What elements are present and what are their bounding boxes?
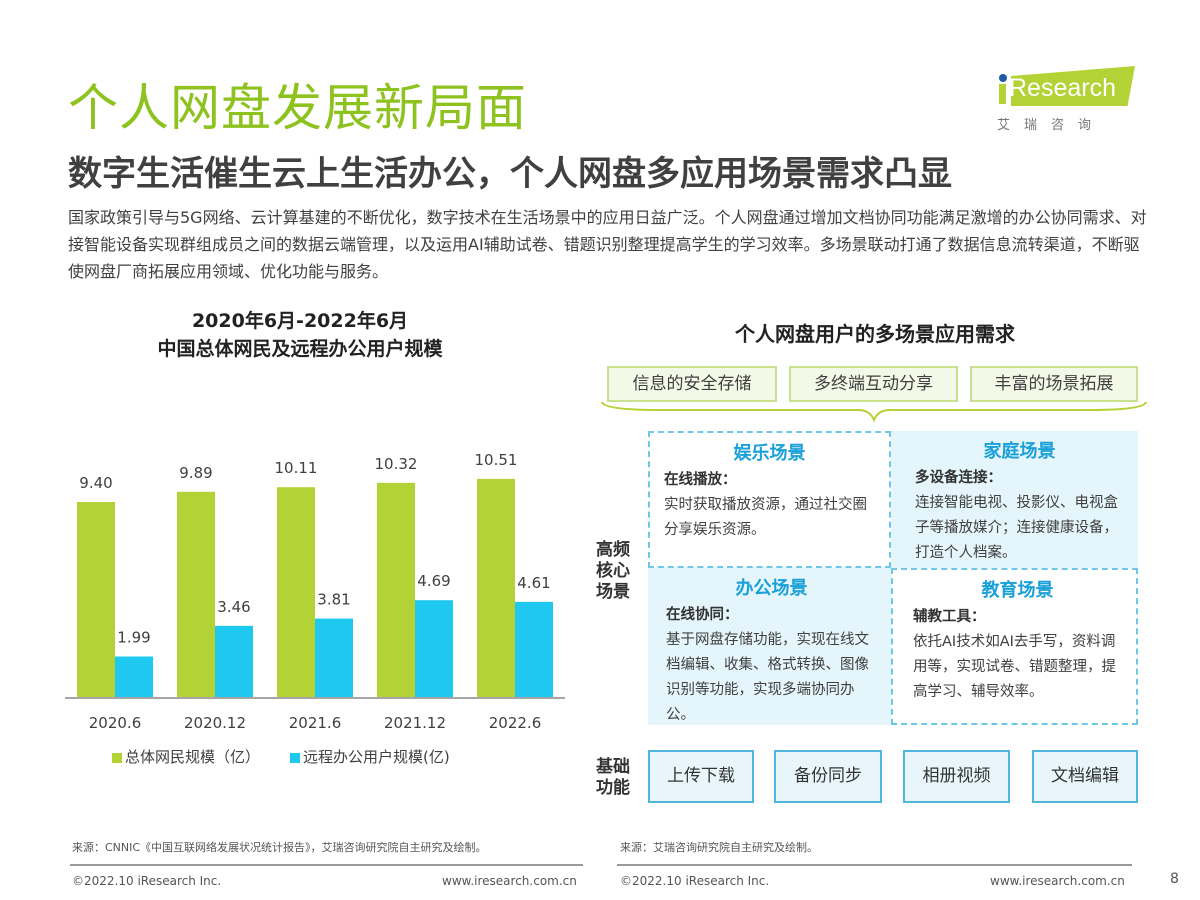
iresearch-logo: Research 艾瑞咨询 bbox=[995, 62, 1140, 133]
value-label: 9.89 bbox=[179, 464, 212, 482]
chart-title-line2: 中国总体网民及远程办公用户规模 bbox=[157, 338, 443, 360]
scene-title: 办公场景 bbox=[735, 578, 808, 599]
scene-subtitle: 在线协同： bbox=[666, 607, 739, 623]
tag-multi-device: 多终端互动分享 bbox=[789, 366, 958, 402]
legend-item-remote: 远程办公用户规模(亿) bbox=[290, 746, 450, 767]
basic-backup-sync: 备份同步 bbox=[774, 750, 882, 803]
value-label: 10.51 bbox=[475, 451, 518, 469]
diagram-title: 个人网盘用户的多场景应用需求 bbox=[735, 322, 1015, 346]
scene-text: 依托AI技术如AI去手写，资料调用等，实现试卷、错题整理，提高学习、辅导效率。 bbox=[913, 634, 1116, 700]
value-label: 1.99 bbox=[117, 629, 150, 647]
bar-remote bbox=[215, 625, 253, 698]
legend-label: 远程办公用户规模(亿) bbox=[303, 748, 450, 766]
scene-home: 家庭场景 多设备连接： 连接智能电视、投影仪、电视盒子等播放媒介；连接健康设备，… bbox=[891, 431, 1138, 568]
divider-right bbox=[617, 864, 1132, 866]
scene-text: 连接智能电视、投影仪、电视盒子等播放媒介；连接健康设备，打造个人档案。 bbox=[915, 495, 1118, 561]
bar-netizens bbox=[77, 502, 115, 698]
scene-subtitle: 在线播放： bbox=[664, 472, 737, 488]
x-tick-label: 2021.12 bbox=[384, 714, 446, 732]
basic-upload-download: 上传下载 bbox=[648, 750, 754, 803]
scene-subtitle: 多设备连接： bbox=[915, 470, 1002, 486]
intro-paragraph: 国家政策引导与5G网络、云计算基建的不断优化，数字技术在生活场景中的应用日益广泛… bbox=[68, 208, 1147, 281]
scene-education: 教育场景 辅教工具： 依托AI技术如AI去手写，资料调用等，实现试卷、错题整理，… bbox=[891, 568, 1138, 725]
page-title: 个人网盘发展新局面 bbox=[68, 79, 527, 137]
value-label: 10.11 bbox=[275, 459, 318, 477]
scene-title: 教育场景 bbox=[981, 580, 1054, 601]
value-label: 3.46 bbox=[217, 598, 250, 616]
scene-entertainment: 娱乐场景 在线播放： 实时获取播放资源，通过社交圈分享娱乐资源。 bbox=[648, 431, 891, 568]
page-subtitle: 数字生活催生云上生活办公，个人网盘多应用场景需求凸显 bbox=[68, 154, 952, 194]
basic-doc-edit: 文档编辑 bbox=[1032, 750, 1138, 803]
bar-netizens bbox=[277, 487, 315, 698]
value-label: 4.69 bbox=[417, 572, 450, 590]
scene-office: 办公场景 在线协同： 基于网盘存储功能，实现在线文档编辑、收集、格式转换、图像识… bbox=[648, 568, 891, 725]
basic-photo-video: 相册视频 bbox=[903, 750, 1010, 803]
value-label: 4.61 bbox=[517, 574, 550, 592]
bar-netizens bbox=[477, 478, 515, 698]
x-tick-label: 2021.6 bbox=[289, 714, 342, 732]
scene-text: 实时获取播放资源，通过社交圈分享娱乐资源。 bbox=[664, 497, 867, 538]
x-tick-label: 2020.12 bbox=[184, 714, 246, 732]
bar-netizens bbox=[377, 482, 415, 698]
core-scenes-label: 高频核心场景 bbox=[596, 540, 630, 602]
bar-chart: 9.40 1.99 2020.6 9.89 3.46 2020.12 10.11 3.81 20… bbox=[65, 451, 565, 732]
divider-left bbox=[70, 864, 583, 866]
copyright-left: ©2022.10 iResearch Inc. bbox=[72, 874, 222, 888]
website-right[interactable]: www.iresearch.com.cn bbox=[990, 874, 1125, 888]
tag-secure-storage: 信息的安全存储 bbox=[607, 366, 777, 402]
bar-netizens bbox=[177, 491, 215, 698]
bar-remote bbox=[315, 618, 353, 698]
website-left[interactable]: www.iresearch.com.cn bbox=[442, 874, 577, 888]
source-left: 来源：CNNIC《中国互联网络发展状况统计报告》，艾瑞咨询研究院自主研究及绘制。 bbox=[72, 841, 487, 854]
scene-text: 基于网盘存储功能，实现在线文档编辑、收集、格式转换、图像识别等功能，实现多端协同… bbox=[666, 632, 869, 723]
chart-legend: 总体网民规模（亿） 远程办公用户规模(亿) bbox=[112, 746, 450, 767]
value-label: 9.40 bbox=[79, 474, 112, 492]
value-label: 10.32 bbox=[375, 455, 418, 473]
x-tick-label: 2020.6 bbox=[89, 714, 142, 732]
page-number: 8 bbox=[1170, 871, 1179, 887]
scene-title: 娱乐场景 bbox=[733, 443, 806, 464]
brace-connector bbox=[601, 401, 1147, 423]
tag-scene-expansion: 丰富的场景拓展 bbox=[970, 366, 1138, 402]
scene-subtitle: 辅教工具： bbox=[913, 609, 986, 625]
bar-remote bbox=[515, 601, 553, 698]
bar-remote bbox=[115, 656, 153, 698]
legend-label: 总体网民规模（亿） bbox=[125, 748, 261, 766]
copyright-right: ©2022.10 iResearch Inc. bbox=[620, 874, 770, 888]
x-tick-label: 2022.6 bbox=[489, 714, 542, 732]
basic-functions-label: 基础功能 bbox=[596, 757, 630, 798]
legend-item-netizens: 总体网民规模（亿） bbox=[112, 746, 260, 767]
scene-title: 家庭场景 bbox=[983, 441, 1056, 462]
bar-remote bbox=[415, 600, 453, 698]
source-right: 来源：艾瑞咨询研究院自主研究及绘制。 bbox=[620, 841, 818, 854]
value-label: 3.81 bbox=[317, 591, 350, 609]
chart-title-line1: 2020年6月-2022年6月 bbox=[191, 310, 409, 332]
